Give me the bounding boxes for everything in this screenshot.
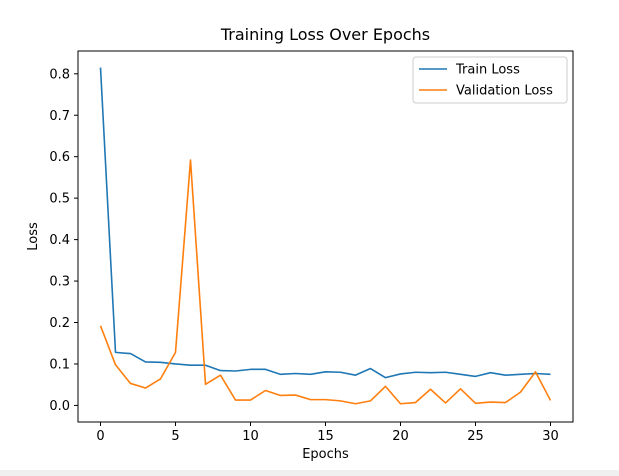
x-tick-label: 20 xyxy=(392,429,409,444)
y-tick-label: 0.2 xyxy=(49,316,70,331)
y-tick-label: 0.6 xyxy=(49,150,70,165)
x-axis-ticks: 0 5 10 15 20 25 30 xyxy=(96,422,559,444)
y-tick-label: 0.7 xyxy=(49,109,70,124)
x-tick-label: 25 xyxy=(467,429,484,444)
x-tick-label: 5 xyxy=(171,429,179,444)
y-tick-label: 0.0 xyxy=(49,399,70,414)
legend-box xyxy=(412,56,568,104)
y-axis-label: Loss xyxy=(26,222,41,251)
legend-label: Train Loss xyxy=(455,63,520,78)
chart-title: Training Loss Over Epochs xyxy=(220,25,430,44)
x-axis-label: Epochs xyxy=(302,447,349,462)
y-tick-label: 0.5 xyxy=(49,192,70,207)
x-tick-label: 15 xyxy=(317,429,334,444)
y-tick-label: 0.3 xyxy=(49,275,70,290)
axes-frame xyxy=(77,50,574,423)
series-line-validation-loss xyxy=(99,159,552,405)
y-tick-label: 0.8 xyxy=(49,67,70,82)
series-line-train-loss xyxy=(99,67,551,379)
y-tick-label: 0.4 xyxy=(49,233,70,248)
x-tick-label: 0 xyxy=(96,429,104,444)
y-tick-label: 0.1 xyxy=(49,357,70,372)
x-tick-label: 10 xyxy=(242,429,259,444)
plot-lines xyxy=(99,67,552,405)
legend-label: Validation Loss xyxy=(456,84,553,99)
legend: Train Loss Validation Loss xyxy=(412,56,568,104)
y-axis-ticks: 0.0 0.1 0.2 0.3 0.4 0.5 0.6 0.7 0.8 xyxy=(49,67,78,414)
x-tick-label: 30 xyxy=(542,429,559,444)
